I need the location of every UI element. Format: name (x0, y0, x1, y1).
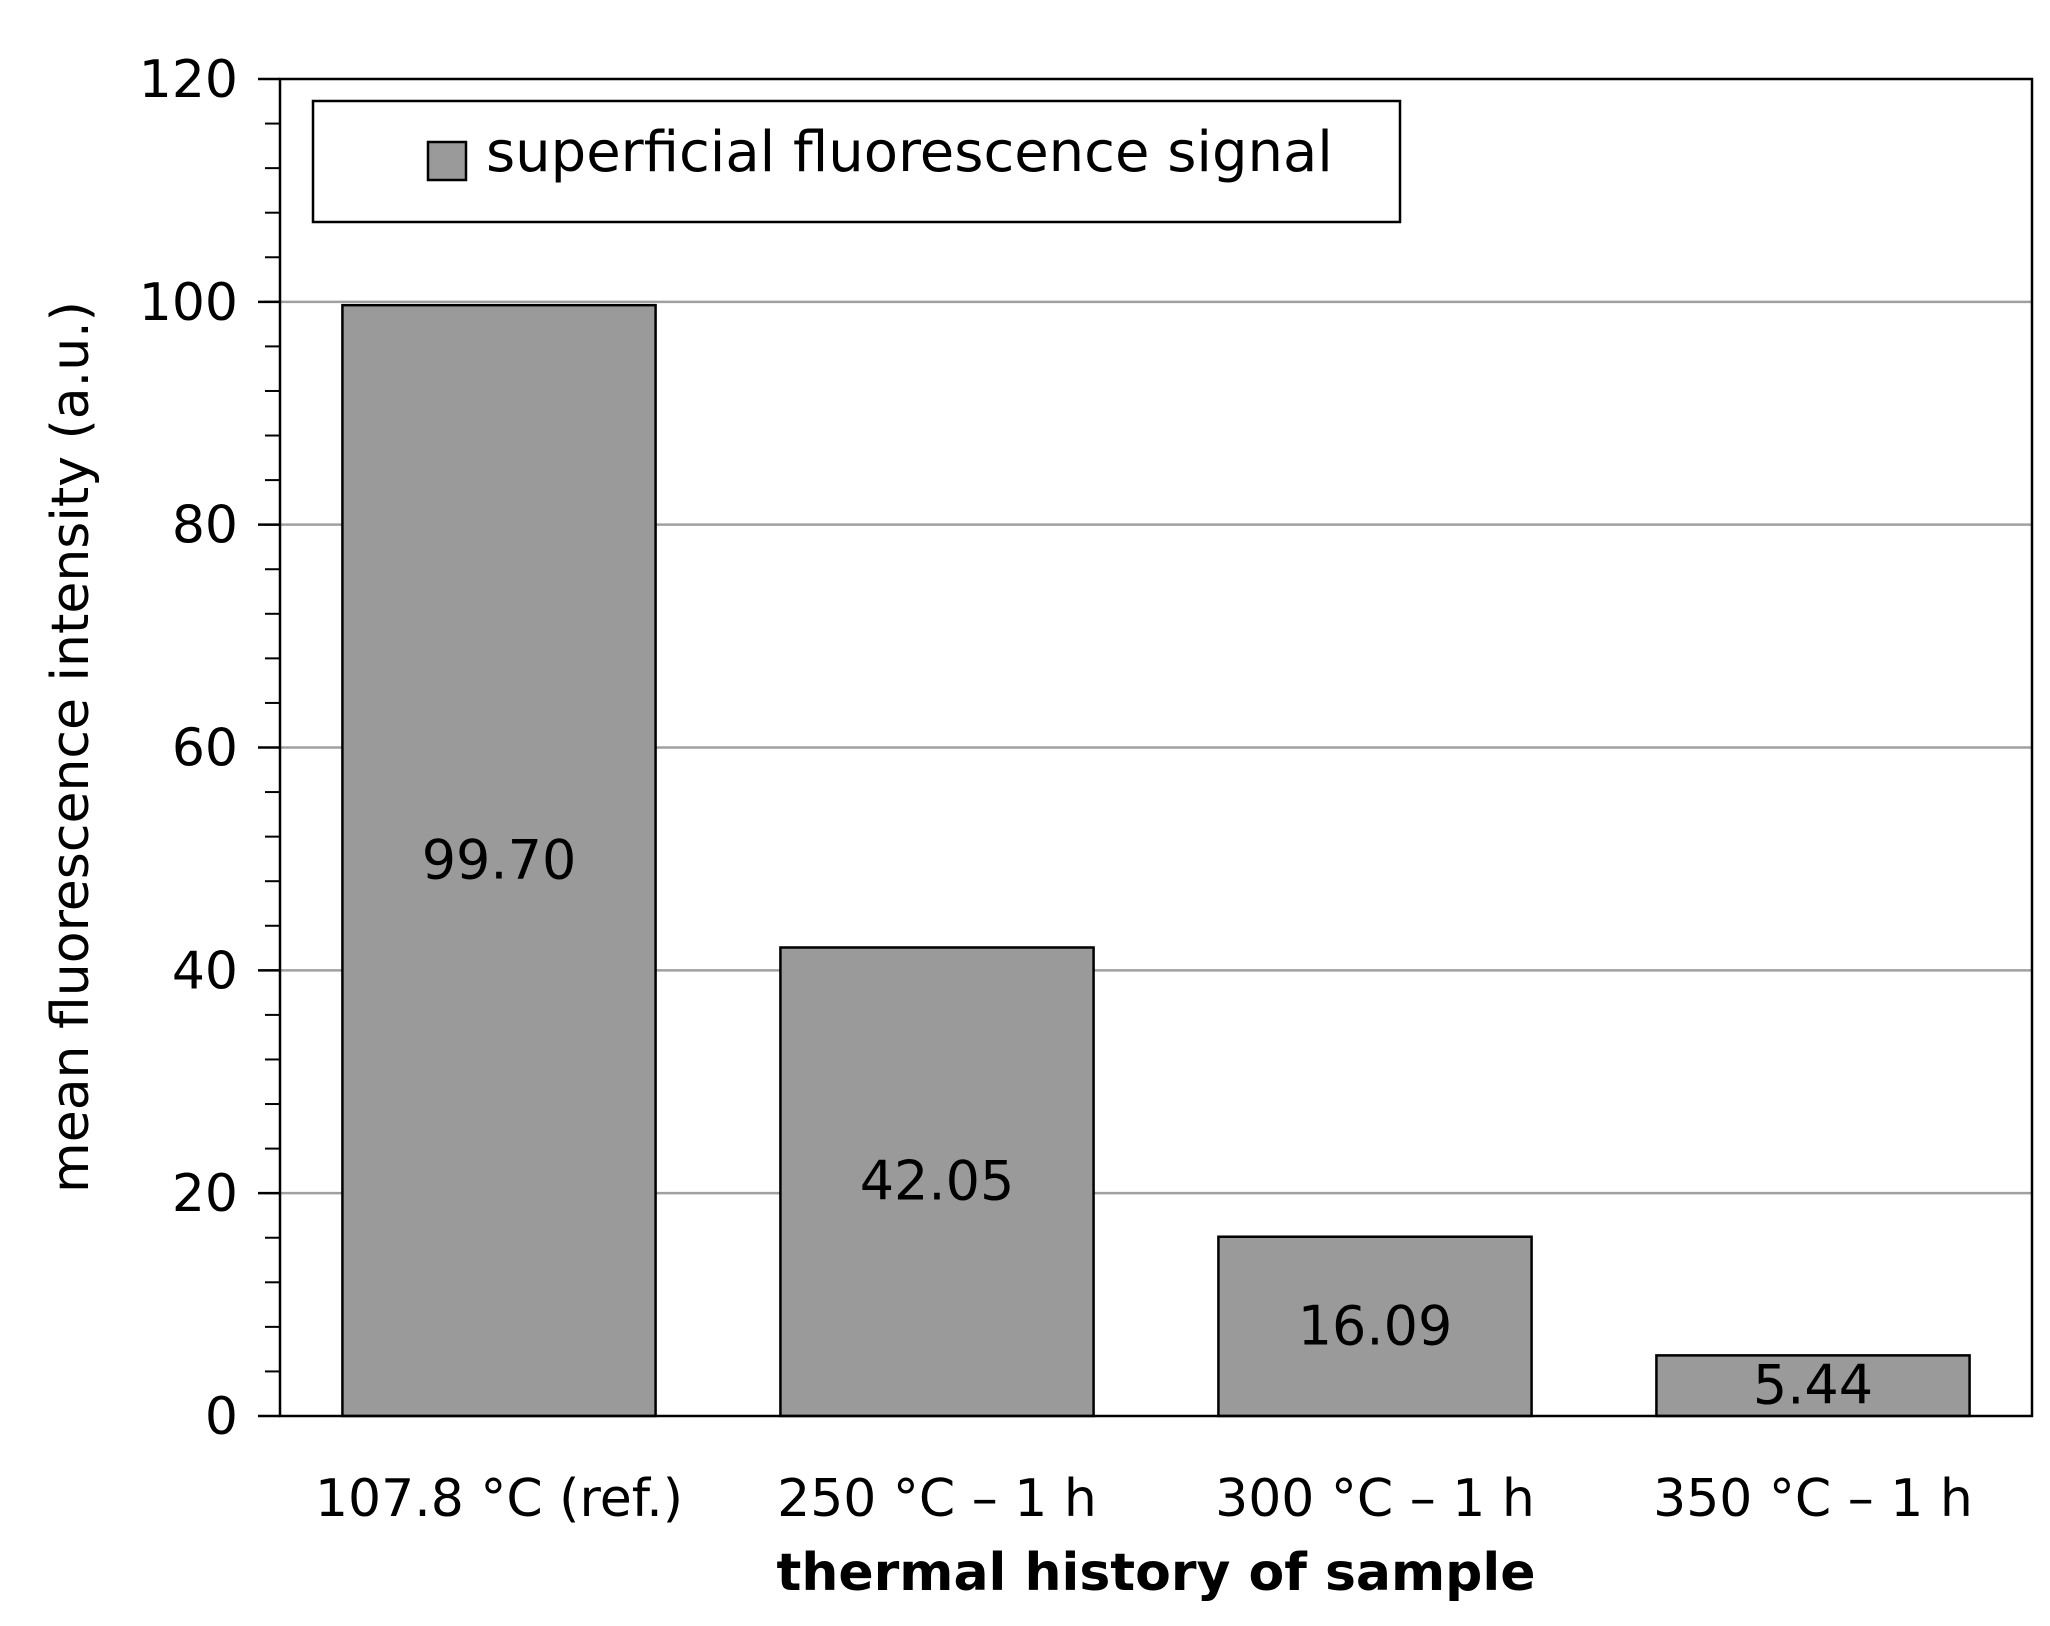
legend-label: superficial fluorescence signal (486, 120, 1333, 185)
x-tick-label: 250 °C – 1 h (777, 1469, 1097, 1529)
y-tick-label: 120 (139, 50, 238, 110)
data-label: 42.05 (860, 1150, 1015, 1213)
bar (1655, 1354, 1971, 1418)
x-tick-label: 300 °C – 1 h (1215, 1469, 1535, 1529)
y-tick-label: 20 (172, 1164, 238, 1224)
y-axis: 0 20 40 60 80 100 120 (139, 50, 280, 1447)
legend-box (311, 99, 1402, 224)
data-label: 5.44 (1753, 1354, 1873, 1417)
y-axis-title: mean fluorescence intensity (a.u.) (41, 301, 101, 1193)
legend-swatch (426, 140, 468, 182)
y-tick-label: 100 (139, 273, 238, 333)
y-tick-label: 80 (172, 496, 238, 556)
y-tick-label: 60 (172, 719, 238, 779)
data-label: 99.70 (422, 829, 577, 892)
bar (341, 303, 657, 1418)
bar (779, 946, 1095, 1418)
data-label: 16.09 (1298, 1294, 1453, 1357)
bar (1217, 1235, 1533, 1418)
legend: superficial fluorescence signal (311, 99, 1402, 224)
x-axis: 107.8 °C (ref.) 250 °C – 1 h 300 °C – 1 h 3… (315, 1469, 1973, 1529)
y-tick-label: 40 (172, 941, 238, 1001)
x-axis-title: thermal history of sample (776, 1543, 1535, 1603)
x-tick-label: 350 °C – 1 h (1653, 1469, 1973, 1529)
y-tick-label: 0 (205, 1387, 238, 1447)
x-tick-label: 107.8 °C (ref.) (315, 1469, 683, 1529)
bars: 99.70 42.05 16.09 5.44 (341, 303, 1971, 1418)
